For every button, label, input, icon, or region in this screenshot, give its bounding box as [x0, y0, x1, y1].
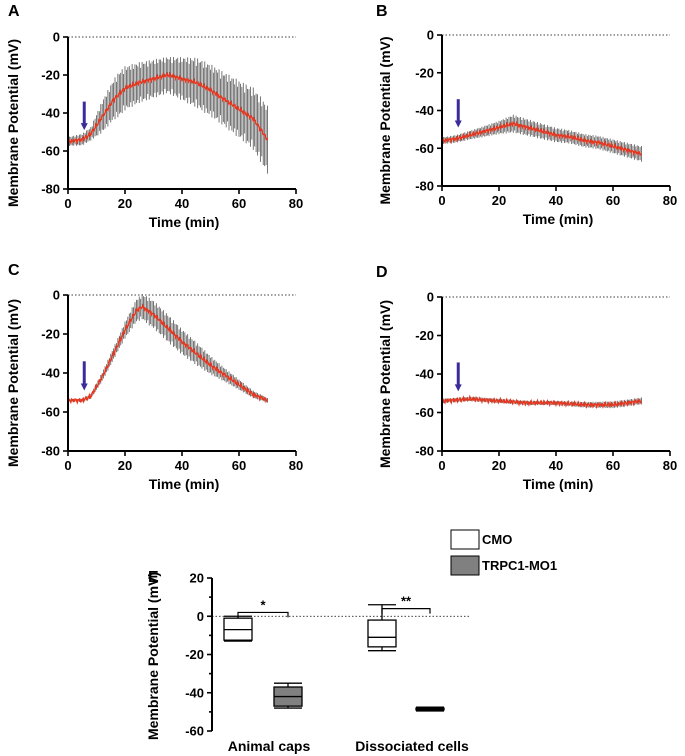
- legend-swatch-trpc1-mo1: [450, 555, 480, 576]
- x-axis-title: Time (min): [523, 211, 594, 227]
- panel-letter: B: [376, 3, 388, 20]
- x-tick-label: 40: [175, 458, 189, 473]
- y-tick-label: -40: [415, 103, 434, 118]
- y-tick-label: -20: [415, 328, 434, 343]
- y-tick-label: 0: [427, 28, 434, 43]
- y-tick-label: -60: [415, 405, 434, 420]
- panel-a: A 0 -20 -40 -60 -80 0 20 40 60 80 Time (min) Membran…: [5, 3, 303, 230]
- mean-trace: [441, 394, 642, 410]
- x-tick-label: 0: [438, 193, 445, 208]
- x-tick-label: 20: [492, 193, 506, 208]
- y-tick-label: -40: [41, 106, 60, 121]
- box-cmo: [223, 615, 253, 642]
- x-tick-label: 0: [438, 458, 445, 473]
- y-axis-title: Membrane Potential (mV): [5, 299, 21, 467]
- y-tick-label: -60: [415, 141, 434, 156]
- y-tick-label: 20: [190, 571, 204, 586]
- significance-label: *: [260, 597, 266, 612]
- bracket-line: [237, 611, 289, 618]
- x-tick-label: 40: [549, 193, 563, 208]
- y-tick-label: -60: [185, 724, 204, 739]
- y-tick-label: -80: [415, 179, 434, 194]
- x-axis-title: Time (min): [149, 214, 220, 230]
- stimulus-arrow-head: [80, 123, 88, 131]
- x-tick-label: 20: [118, 196, 132, 211]
- y-tick-label: 0: [427, 290, 434, 305]
- box-trpc1-mo1: [415, 706, 445, 712]
- category-label: Animal caps: [228, 738, 311, 754]
- y-axis-title: Membrane Potential (mV): [5, 39, 21, 207]
- panel-letter: A: [8, 3, 20, 20]
- stimulus-arrow-head: [80, 383, 88, 391]
- panel-letter: C: [8, 262, 20, 279]
- x-tick-label: 0: [64, 196, 71, 211]
- x-axis-title: Time (min): [149, 476, 220, 492]
- y-axis-title: Membrane Potential (mV): [377, 300, 393, 468]
- x-tick-label: 80: [289, 196, 303, 211]
- panel-b: B 0 -20 -40 -60 -80 0 20 40 60 80 Time (min) Membran…: [376, 3, 677, 227]
- legend-label: TRPC1-MO1: [482, 558, 557, 573]
- x-axis-title: Time (min): [523, 476, 594, 492]
- category-label: Dissociated cells: [355, 738, 469, 754]
- y-tick-label: 0: [197, 609, 204, 624]
- panel-c: C 0 -20 -40 -60 -80 0 20 40 60 80 Time (min) Membran…: [5, 262, 303, 492]
- panel-letter: D: [376, 264, 388, 281]
- panel-letter: E: [148, 569, 159, 586]
- error-bars: [441, 114, 642, 162]
- significance-label: **: [401, 594, 412, 609]
- x-tick-label: 0: [64, 458, 71, 473]
- mean-trace: [441, 120, 642, 158]
- bracket-line: [381, 608, 431, 614]
- x-tick-label: 60: [232, 458, 246, 473]
- legend-label: CMO: [482, 532, 512, 547]
- y-axis-title: Membrane Potential (mV): [145, 572, 161, 740]
- y-tick-label: -60: [41, 144, 60, 159]
- y-tick-label: -20: [415, 65, 434, 80]
- x-tick-label: 20: [118, 458, 132, 473]
- significance-bracket: **: [381, 594, 431, 614]
- y-tick-label: -20: [185, 647, 204, 662]
- legend-swatch-cmo: [450, 529, 480, 550]
- mean-trace: [67, 71, 269, 146]
- x-tick-label: 60: [606, 458, 620, 473]
- box-cmo: [367, 604, 397, 652]
- mean-trace: [67, 303, 268, 405]
- y-tick-label: 0: [53, 288, 60, 303]
- x-tick-label: 20: [492, 458, 506, 473]
- x-tick-label: 40: [549, 458, 563, 473]
- y-tick-label: -40: [415, 367, 434, 382]
- box-body: [367, 619, 397, 648]
- panel-d: D 0 -20 -40 -60 -80 0 20 40 60 80 Time (min) Membran…: [376, 264, 677, 492]
- significance-bracket: *: [237, 597, 289, 618]
- y-tick-label: -80: [41, 182, 60, 197]
- y-tick-label: -80: [41, 444, 60, 459]
- stimulus-arrow-head: [454, 384, 462, 392]
- y-tick-label: -40: [185, 685, 204, 700]
- y-tick-label: -40: [41, 366, 60, 381]
- y-tick-label: -20: [41, 68, 60, 83]
- y-tick-label: -60: [41, 405, 60, 420]
- x-tick-label: 80: [663, 193, 677, 208]
- x-tick-label: 40: [175, 196, 189, 211]
- x-tick-label: 60: [606, 193, 620, 208]
- stimulus-arrow-head: [454, 120, 462, 128]
- y-axis-title: Membrane Potential (mV): [377, 36, 393, 204]
- x-tick-label: 60: [232, 196, 246, 211]
- x-tick-label: 80: [289, 458, 303, 473]
- box-trpc1-mo1: [273, 682, 303, 709]
- y-tick-label: 0: [53, 30, 60, 45]
- y-tick-label: -20: [41, 327, 60, 342]
- x-tick-label: 80: [663, 458, 677, 473]
- y-tick-label: -80: [415, 444, 434, 459]
